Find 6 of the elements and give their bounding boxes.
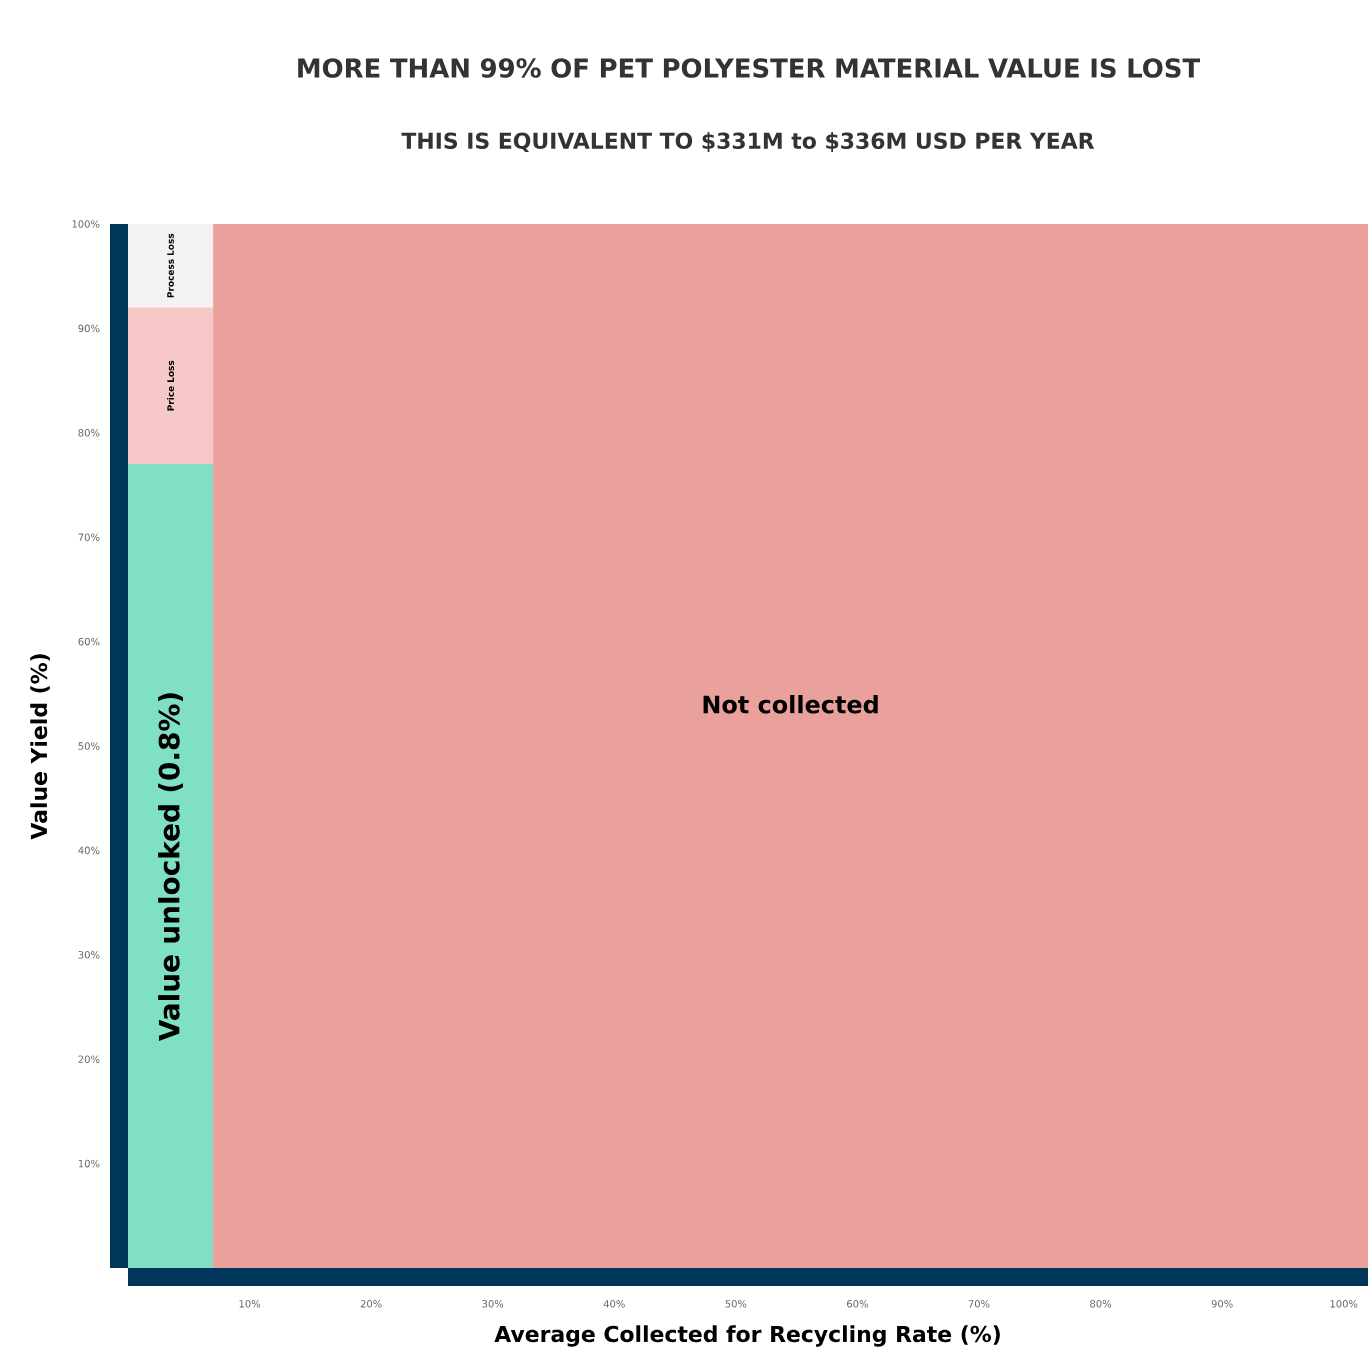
- band-label: Not collected: [703, 694, 878, 714]
- x-axis-title: Average Collected for Recycling Rate (%): [494, 1325, 1000, 1347]
- chart-subtitle: THIS IS EQUIVALENT TO $331M to $336M USD PER YEAR: [401, 132, 1095, 152]
- chart-title: MORE THAN 99% OF PET POLYESTER MATERIAL VALUE IS LOST: [298, 58, 1200, 78]
- y-axis-title: Value Yield (%): [30, 654, 50, 840]
- series-label: Value unlocked (0.8%): [158, 693, 183, 1042]
